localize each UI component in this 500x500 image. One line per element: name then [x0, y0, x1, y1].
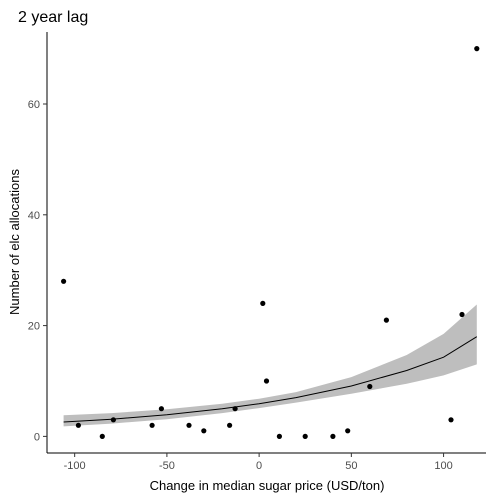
data-point	[110, 417, 116, 423]
y-tick-label: 20	[28, 321, 40, 333]
x-tick-label: 100	[434, 460, 452, 472]
x-tick-label: 0	[256, 460, 262, 472]
data-point	[330, 433, 336, 439]
data-point	[367, 383, 373, 390]
data-point	[345, 428, 351, 434]
data-point	[61, 278, 67, 284]
data-point	[149, 422, 155, 428]
data-point	[276, 433, 282, 439]
data-point	[448, 417, 454, 423]
y-axis-ticks: 0 20 40 60	[28, 99, 47, 443]
data-point	[186, 422, 192, 428]
data-point	[75, 422, 81, 428]
data-point	[232, 406, 238, 412]
y-tick-label: 0	[34, 431, 40, 443]
fit-line-layer	[63, 336, 478, 423]
x-tick-label: -100	[64, 460, 86, 472]
data-point	[459, 311, 465, 318]
data-point	[99, 433, 105, 439]
data-point	[158, 406, 164, 412]
y-axis-title: Number of elc allocations	[7, 169, 22, 315]
data-points-layer	[61, 46, 480, 439]
data-point	[260, 300, 266, 306]
confidence-ribbon-layer	[63, 304, 477, 427]
data-point	[474, 46, 480, 52]
data-point	[383, 317, 389, 323]
x-axis-ticks: -100 -50 0 50 100	[64, 453, 453, 472]
data-point	[201, 428, 207, 434]
y-tick-label: 60	[28, 99, 40, 111]
chart-title: 2 year lag	[18, 9, 88, 26]
data-point	[227, 422, 233, 428]
x-axis-title: Change in median sugar price (USD/ton)	[150, 478, 385, 493]
x-tick-label: 50	[345, 460, 357, 472]
data-point	[263, 378, 270, 384]
fit-line	[63, 336, 478, 423]
data-point	[302, 433, 308, 439]
x-tick-label: -50	[159, 460, 175, 472]
y-tick-label: 40	[28, 210, 40, 222]
confidence-ribbon	[63, 304, 477, 427]
